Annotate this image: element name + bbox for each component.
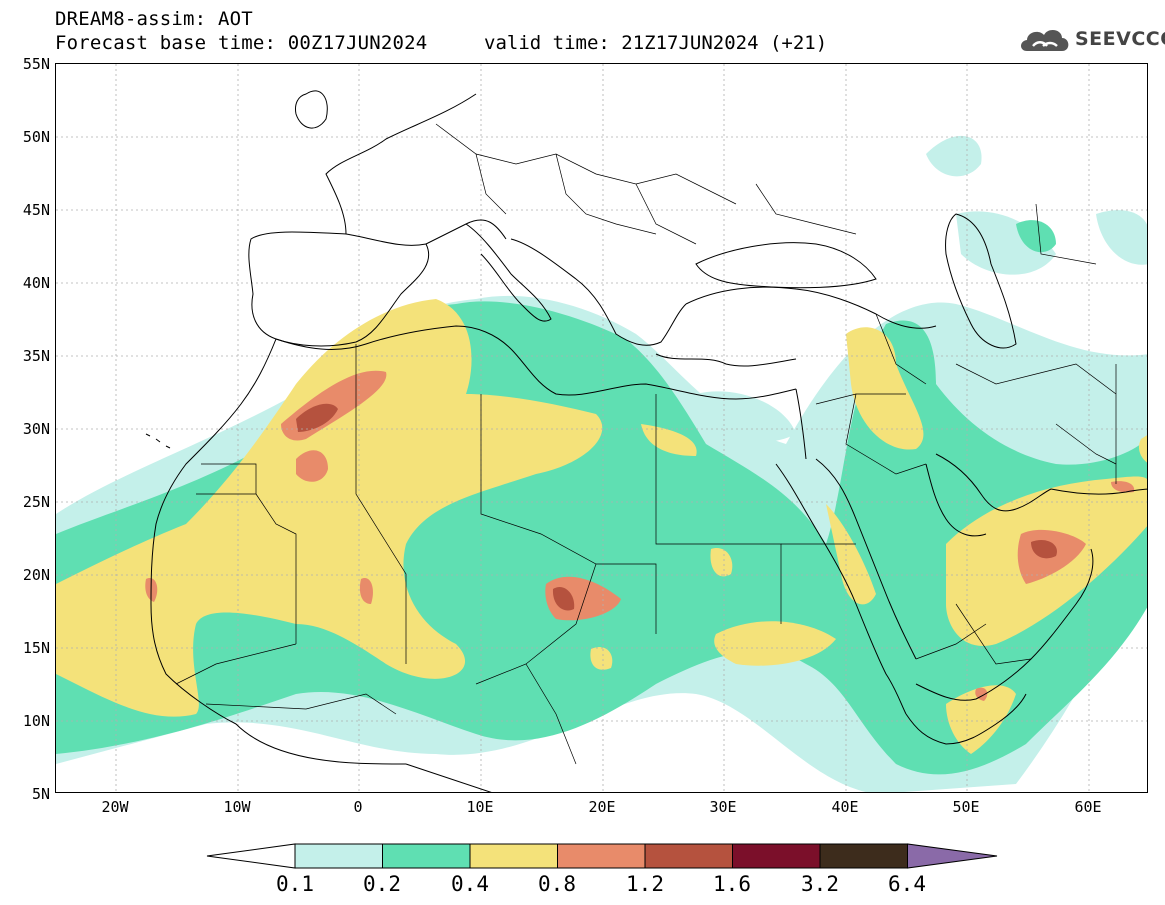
lat-label: 25N: [22, 493, 50, 511]
aot-map: [56, 64, 1147, 792]
colorbar-tick: 1.2: [626, 872, 664, 896]
lon-label: 20W: [101, 798, 129, 816]
lat-label: 10N: [22, 712, 50, 730]
coastlines: [145, 90, 1147, 792]
lon-label: 50E: [952, 798, 980, 816]
graticule: [56, 64, 1147, 792]
forecast-base-time: Forecast base time: 00Z17JUN2024: [55, 32, 428, 54]
colorbar-tick: 0.8: [538, 872, 576, 896]
colorbar-segment: [294, 843, 383, 869]
lon-label: 10W: [223, 798, 251, 816]
country-borders: [175, 123, 1117, 765]
cloud-icon: [1021, 29, 1069, 51]
colorbar-segment-over: [907, 843, 998, 869]
lon-label: 60E: [1074, 798, 1102, 816]
lon-label: 10E: [466, 798, 494, 816]
lat-label: 15N: [22, 639, 50, 657]
colorbar-segment-under: [206, 843, 296, 869]
map-title: DREAM8-assim: AOT: [55, 8, 253, 30]
colorbar-segment: [819, 843, 908, 869]
valid-time: valid time: 21Z17JUN2024 (+21): [484, 32, 828, 54]
lon-label: 30E: [709, 798, 737, 816]
colorbar-segment: [469, 843, 558, 869]
colorbar-segment: [382, 843, 471, 869]
colorbar-segment: [732, 843, 821, 869]
colorbar: [206, 843, 998, 869]
lat-label: 45N: [22, 201, 50, 219]
lat-label: 50N: [22, 128, 50, 146]
logo-text: SEEVCCC: [1075, 28, 1165, 50]
colorbar-tick: 0.4: [451, 872, 489, 896]
lon-label: 20E: [588, 798, 616, 816]
lat-label: 30N: [22, 420, 50, 438]
map-panel: [55, 63, 1148, 793]
seevccc-logo: SEEVCCC: [1017, 24, 1165, 56]
lat-label: 20N: [22, 566, 50, 584]
lat-label: 5N: [31, 785, 50, 803]
colorbar-tick: 0.1: [276, 872, 314, 896]
lat-label: 55N: [22, 55, 50, 73]
colorbar-segment: [557, 843, 646, 869]
lat-label: 40N: [22, 274, 50, 292]
lon-label: 40E: [831, 798, 859, 816]
colorbar-tick: 3.2: [801, 872, 839, 896]
lon-label: 0: [353, 798, 363, 816]
lat-label: 35N: [22, 347, 50, 365]
colorbar-tick: 0.2: [363, 872, 401, 896]
colorbar-tick: 1.6: [713, 872, 751, 896]
colorbar-tick: 6.4: [888, 872, 926, 896]
colorbar-segment: [644, 843, 733, 869]
aot-band-1.2: [296, 403, 1057, 611]
